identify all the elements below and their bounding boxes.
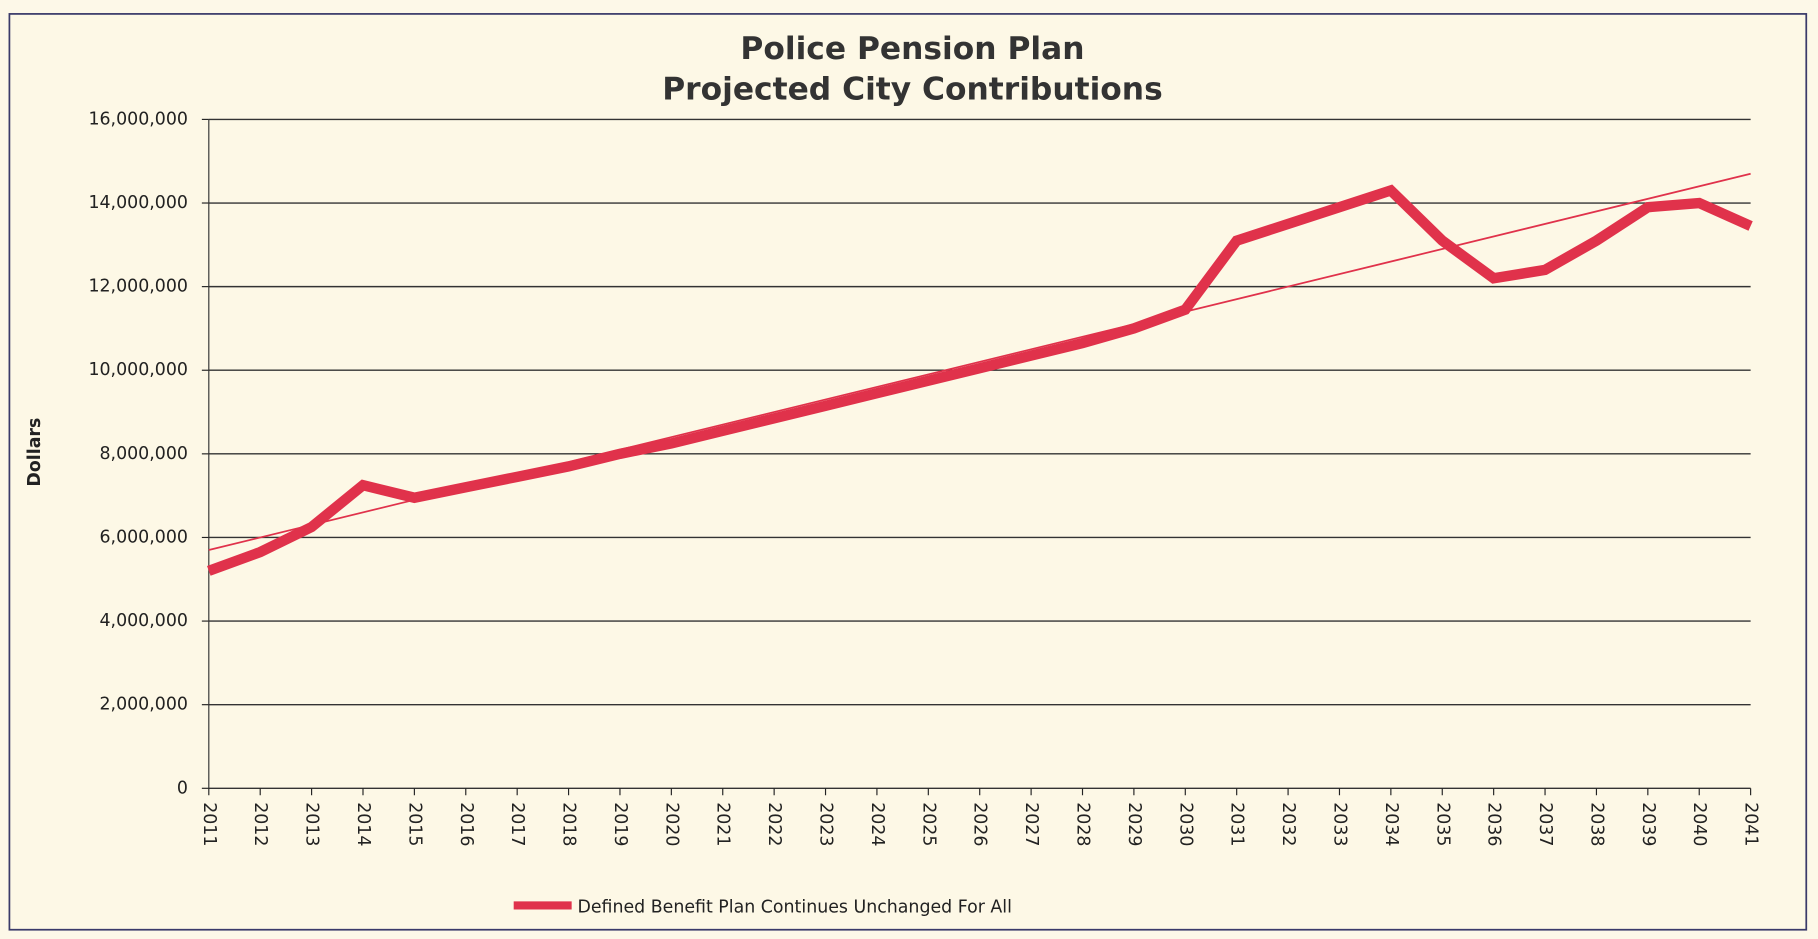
x-tick-label: 2018	[559, 802, 579, 846]
x-tick-label: 2035	[1432, 802, 1452, 846]
y-tick-label: 10,000,000	[88, 360, 187, 380]
x-tick-label: 2032	[1278, 802, 1298, 846]
y-tick-label: 16,000,000	[88, 109, 187, 129]
y-tick-label: 12,000,000	[88, 277, 187, 297]
x-tick-label: 2024	[867, 802, 887, 846]
x-tick-label: 2041	[1741, 802, 1761, 846]
x-tick-label: 2030	[1175, 802, 1195, 846]
y-tick-label: 8,000,000	[100, 444, 188, 464]
x-tick-label: 2015	[404, 802, 424, 846]
x-tick-label: 2037	[1535, 802, 1555, 846]
chart-title: Police Pension Plan	[740, 31, 1084, 67]
x-tick-label: 2014	[353, 802, 373, 846]
x-tick-label: 2021	[713, 802, 733, 846]
chart-frame	[8, 13, 1808, 931]
x-tick-label: 2034	[1381, 802, 1401, 846]
x-tick-label: 2017	[507, 802, 527, 846]
y-tick-label: 0	[177, 778, 188, 798]
x-tick-label: 2012	[250, 802, 270, 846]
y-tick-label: 6,000,000	[100, 527, 188, 547]
y-axis-label: Dollars	[25, 418, 45, 487]
x-tick-label: 2036	[1484, 802, 1504, 846]
x-tick-label: 2027	[1021, 802, 1041, 846]
trend-line	[208, 172, 1751, 551]
y-tick-label: 14,000,000	[88, 193, 187, 213]
x-tick-label: 2038	[1586, 802, 1606, 846]
x-tick-label: 2039	[1638, 802, 1658, 846]
y-tick-label: 4,000,000	[100, 611, 188, 631]
legend-label: Defined Benefit Plan Continues Unchanged…	[577, 898, 1012, 918]
x-tick-label: 2033	[1329, 802, 1349, 846]
x-tick-label: 2026	[970, 802, 990, 846]
x-tick-label: 2040	[1689, 802, 1709, 846]
x-tick-label: 2022	[764, 802, 784, 846]
x-tick-label: 2031	[1227, 802, 1247, 846]
chart-title: Projected City Contributions	[662, 71, 1162, 107]
x-tick-label: 2020	[661, 802, 681, 846]
x-tick-label: 2011	[199, 802, 219, 846]
x-tick-label: 2016	[456, 802, 476, 846]
x-tick-label: 2019	[610, 802, 630, 846]
x-tick-label: 2028	[1073, 802, 1093, 846]
x-tick-label: 2029	[1124, 802, 1144, 846]
x-tick-label: 2023	[816, 802, 836, 846]
x-tick-label: 2025	[918, 802, 938, 846]
y-tick-label: 2,000,000	[100, 695, 188, 715]
x-tick-label: 2013	[302, 802, 322, 846]
